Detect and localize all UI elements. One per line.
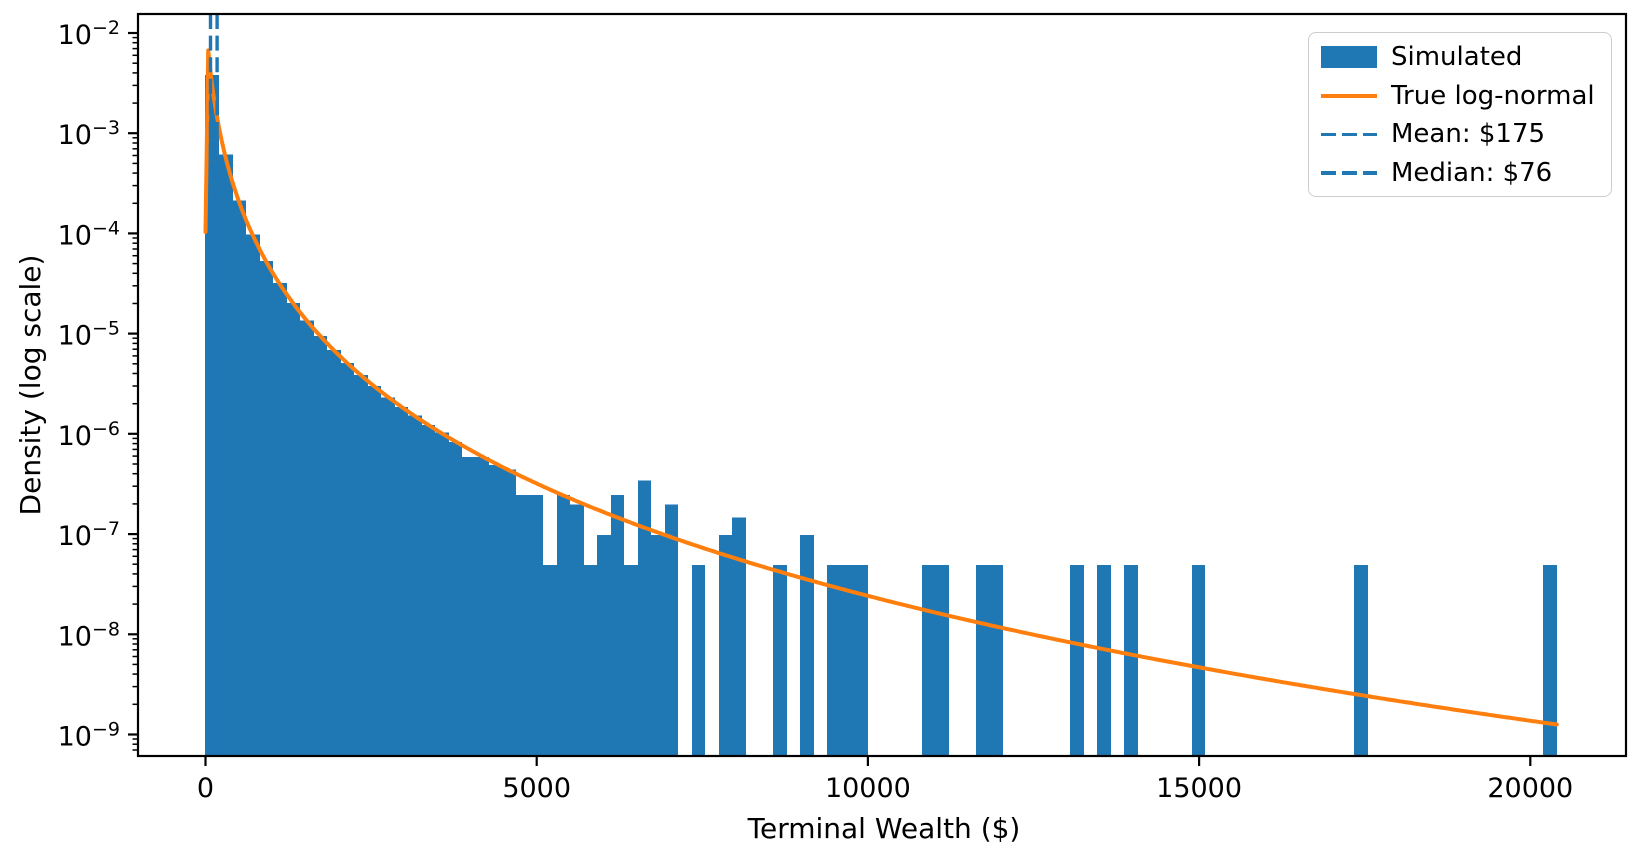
histogram-bar <box>408 415 422 756</box>
legend-item-simulated: Simulated <box>1321 38 1597 77</box>
legend-item-mean: Mean: $175 <box>1321 115 1597 154</box>
histogram-bar <box>516 495 530 756</box>
y-tick-label: 10−2 <box>58 17 120 51</box>
y-axis-label: Density (log scale) <box>14 255 47 516</box>
histogram-bar <box>719 534 732 756</box>
y-tick-label: 10−3 <box>58 117 120 151</box>
histogram-bar <box>773 565 787 756</box>
x-axis-label: Terminal Wealth ($) <box>747 812 1021 845</box>
histogram-bar <box>273 283 287 756</box>
lognormal-curve <box>203 48 1559 727</box>
y-tick-label: 10−7 <box>58 518 120 552</box>
histogram-bar <box>732 517 746 756</box>
histogram-bar <box>624 565 638 756</box>
histogram-bar <box>395 406 408 756</box>
histogram-bars <box>205 75 1557 757</box>
y-tick-label: 10−5 <box>58 318 120 352</box>
histogram-bar <box>368 386 381 756</box>
histogram-bar <box>976 565 989 756</box>
histogram-bar <box>584 565 597 756</box>
histogram-bar <box>611 495 624 756</box>
histogram-bar <box>219 154 233 757</box>
y-tick-label: 10−6 <box>58 418 120 452</box>
histogram-bar <box>489 464 503 756</box>
histogram-bar <box>476 456 489 756</box>
histogram-bar <box>922 565 935 756</box>
histogram-bar <box>260 261 273 756</box>
histogram-bar <box>1543 565 1557 756</box>
histogram-bar <box>841 565 854 756</box>
histogram-bar <box>651 534 665 756</box>
histogram-bar <box>233 200 246 757</box>
histogram-bar <box>327 350 341 756</box>
histogram-bar <box>665 504 678 756</box>
y-tick-label: 10−8 <box>58 618 120 652</box>
histogram-bar <box>989 565 1003 756</box>
x-tick-label: 15000 <box>1156 773 1242 804</box>
legend-swatch-mean-dashed-line <box>1321 132 1377 136</box>
histogram-bar <box>638 480 651 756</box>
histogram-bar <box>1070 565 1084 756</box>
histogram-bar <box>543 565 557 756</box>
histogram-bar <box>341 363 354 756</box>
legend-label-mean: Mean: $175 <box>1391 119 1546 150</box>
histogram-bar <box>800 534 814 756</box>
histogram-bar <box>530 495 543 756</box>
histogram-bar <box>300 320 314 756</box>
histogram-bar <box>557 495 570 756</box>
histogram-bar <box>354 374 368 756</box>
histogram-bar <box>314 335 327 756</box>
histogram-bar <box>854 565 868 756</box>
histogram-bar <box>935 565 949 756</box>
legend-label-true-lognormal: True log-normal <box>1391 80 1595 111</box>
histogram-bar <box>422 425 435 756</box>
histogram-bar <box>1354 565 1368 756</box>
x-tick-label: 5000 <box>502 773 571 804</box>
legend-item-median: Median: $76 <box>1321 154 1597 193</box>
plot-border <box>136 12 1628 758</box>
histogram-bar <box>503 469 516 756</box>
legend-swatch-simulated-patch <box>1321 46 1377 69</box>
histogram-bar <box>246 234 260 757</box>
histogram-bar <box>287 303 300 756</box>
histogram-bar <box>381 397 395 756</box>
histogram-bar <box>435 432 449 756</box>
y-tick-label: 10−4 <box>58 217 120 251</box>
legend-swatch-median-dashed-line <box>1321 171 1377 175</box>
histogram-bar <box>1192 565 1205 756</box>
histogram-bar <box>462 456 476 756</box>
histogram-bar <box>692 565 705 756</box>
x-tick-label: 0 <box>197 773 214 804</box>
legend-label-simulated: Simulated <box>1391 42 1523 73</box>
histogram-bar <box>570 504 584 756</box>
histogram-bar <box>597 534 611 756</box>
histogram-bar <box>1097 565 1111 756</box>
legend-label-median: Median: $76 <box>1391 157 1553 188</box>
x-tick-label: 20000 <box>1487 773 1573 804</box>
legend-swatch-lognormal-line <box>1321 93 1377 98</box>
histogram-bar <box>1124 565 1138 756</box>
histogram-bar <box>827 565 841 756</box>
y-tick-label: 10−9 <box>58 719 120 753</box>
histogram-bar <box>449 441 462 756</box>
legend: Simulated True log-normal Mean: $175 Med… <box>1308 32 1612 197</box>
x-tick-label: 10000 <box>825 773 911 804</box>
legend-item-true-lognormal: True log-normal <box>1321 77 1597 116</box>
